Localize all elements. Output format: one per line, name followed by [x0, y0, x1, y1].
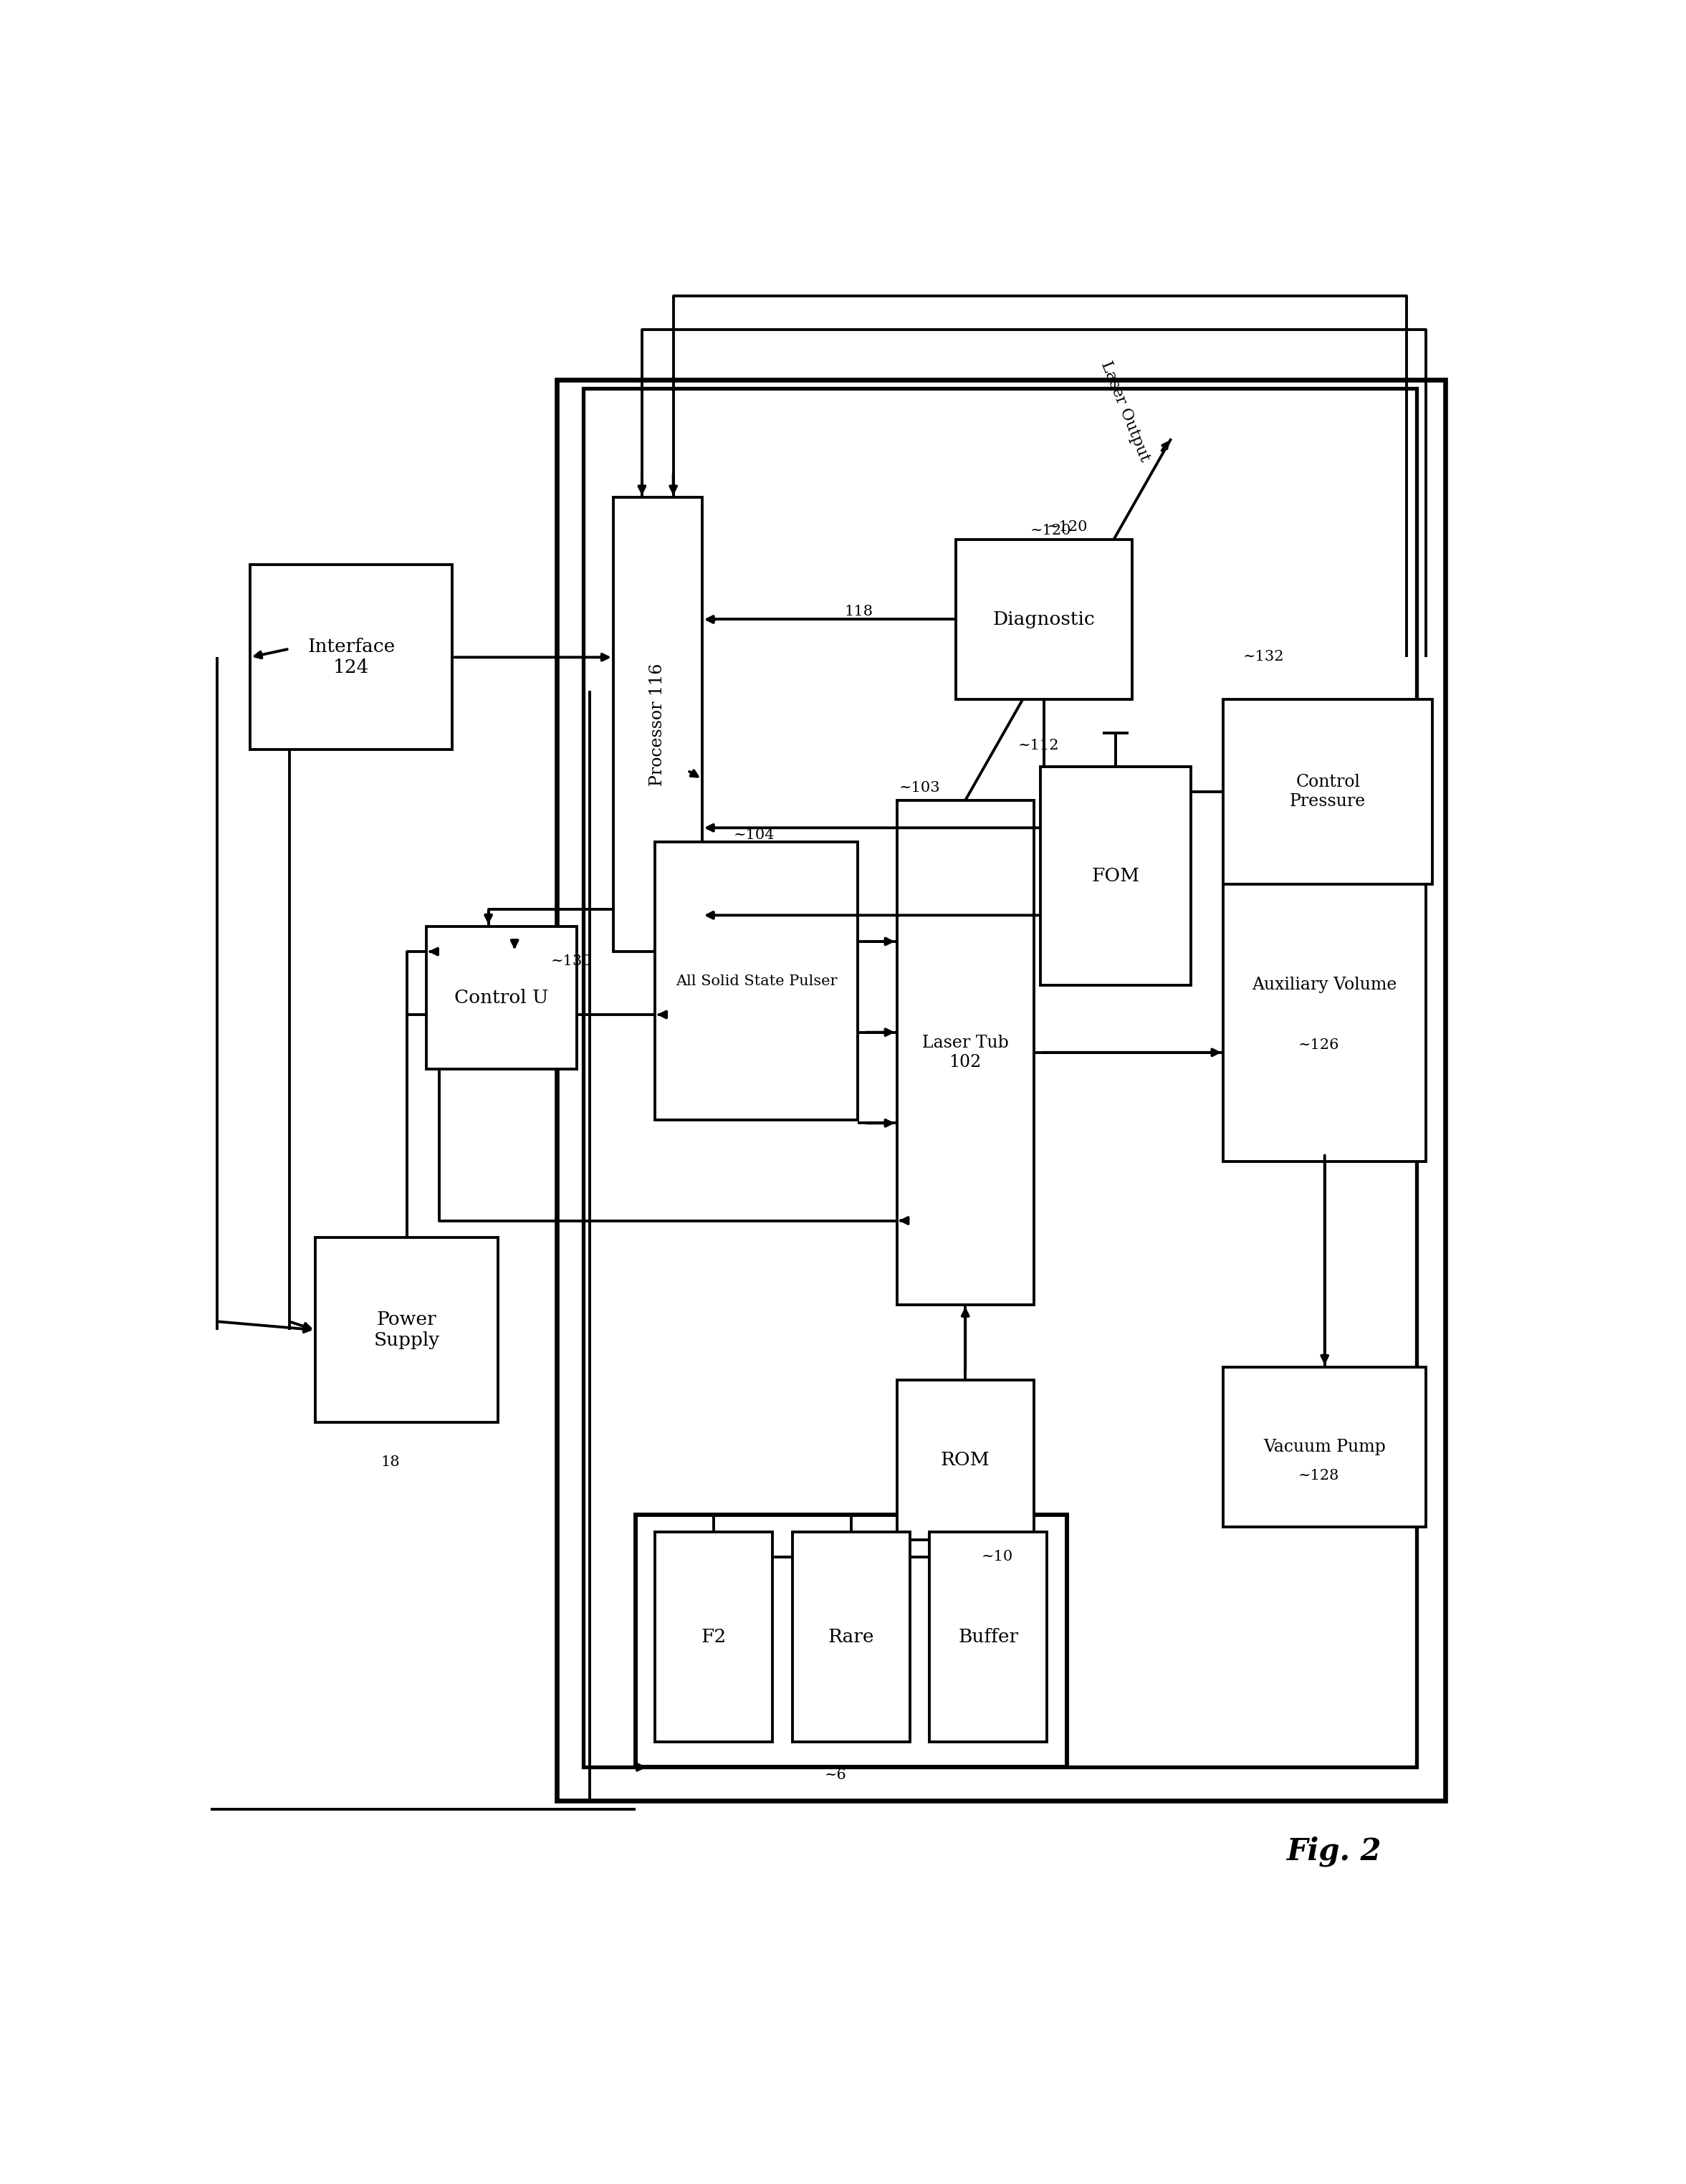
- Text: ~112: ~112: [1018, 738, 1059, 753]
- Text: All Solid State Pulser: All Solid State Pulser: [676, 974, 836, 987]
- Bar: [929, 1531, 1047, 1743]
- Text: Power
Supply: Power Supply: [374, 1310, 440, 1350]
- Text: Auxiliary Volume: Auxiliary Volume: [1253, 976, 1398, 994]
- Text: Laser Tub
102: Laser Tub 102: [922, 1035, 1008, 1070]
- Bar: [1224, 808, 1426, 1162]
- Text: ~104: ~104: [733, 828, 774, 841]
- Text: Laser Output: Laser Output: [1098, 358, 1153, 463]
- Bar: [956, 539, 1131, 699]
- Text: ~6: ~6: [824, 1769, 846, 1782]
- Bar: [897, 1380, 1034, 1540]
- Bar: [636, 1516, 1067, 1767]
- Text: ~120: ~120: [1047, 520, 1087, 535]
- Bar: [250, 566, 452, 749]
- Text: ~130: ~130: [550, 954, 592, 968]
- Text: Interface
124: Interface 124: [307, 638, 395, 677]
- Bar: [1224, 699, 1433, 885]
- Text: 18: 18: [381, 1455, 400, 1470]
- Bar: [897, 799, 1034, 1304]
- Text: ~103: ~103: [899, 782, 941, 795]
- Text: F2: F2: [701, 1627, 727, 1647]
- Text: Vacuum Pump: Vacuum Pump: [1263, 1439, 1386, 1455]
- Text: ROM: ROM: [941, 1452, 990, 1470]
- Bar: [654, 843, 858, 1120]
- Bar: [1040, 767, 1190, 985]
- Text: ~126: ~126: [1298, 1037, 1339, 1053]
- Text: Buffer: Buffer: [958, 1627, 1018, 1647]
- Bar: [583, 389, 1416, 1767]
- Bar: [1224, 1367, 1426, 1527]
- Text: ~10: ~10: [981, 1551, 1013, 1564]
- Bar: [614, 498, 701, 952]
- Text: Control U: Control U: [455, 989, 548, 1007]
- Text: Processor 116: Processor 116: [649, 664, 666, 786]
- Text: Diagnostic: Diagnostic: [993, 612, 1094, 629]
- Text: FOM: FOM: [1091, 867, 1140, 885]
- Bar: [556, 380, 1445, 1802]
- Text: Control
Pressure: Control Pressure: [1290, 773, 1366, 810]
- Text: ~120: ~120: [1030, 524, 1071, 537]
- Text: 118: 118: [845, 605, 873, 618]
- Bar: [315, 1238, 499, 1422]
- Text: Rare: Rare: [828, 1627, 873, 1647]
- Text: ~132: ~132: [1243, 651, 1285, 664]
- Bar: [654, 1531, 772, 1743]
- Text: ~128: ~128: [1298, 1470, 1339, 1483]
- Bar: [427, 926, 577, 1070]
- Bar: [792, 1531, 910, 1743]
- Text: Fig. 2: Fig. 2: [1286, 1837, 1383, 1867]
